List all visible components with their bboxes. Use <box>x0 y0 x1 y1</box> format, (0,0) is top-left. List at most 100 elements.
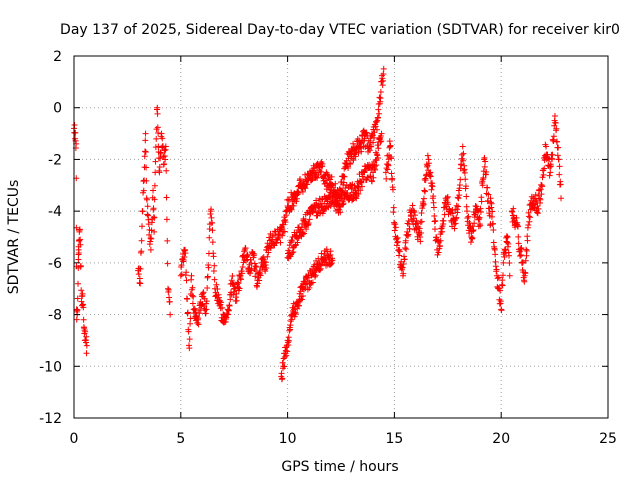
data-point <box>154 124 161 131</box>
data-point <box>480 174 487 181</box>
data-point <box>347 161 354 168</box>
data-point <box>251 260 258 267</box>
data-point <box>517 252 524 259</box>
data-point <box>483 168 490 175</box>
y-tick-label: 0 <box>53 101 62 117</box>
data-point <box>312 273 319 280</box>
data-point <box>342 185 349 192</box>
data-point <box>514 223 521 230</box>
data-point <box>555 156 562 163</box>
data-point <box>391 227 398 234</box>
data-point <box>399 264 406 271</box>
data-point <box>186 336 193 343</box>
data-point <box>233 297 240 304</box>
data-point <box>299 292 306 299</box>
data-point <box>136 265 143 272</box>
data-point <box>467 239 474 246</box>
data-point <box>506 272 513 279</box>
data-point <box>297 176 304 183</box>
data-point <box>485 191 492 198</box>
data-point <box>157 155 164 162</box>
data-point <box>277 239 284 246</box>
data-point <box>549 151 556 158</box>
data-point <box>142 130 149 137</box>
data-point <box>295 302 302 309</box>
data-point <box>318 250 325 257</box>
data-point <box>281 363 288 370</box>
data-point <box>148 235 155 242</box>
data-point <box>493 266 500 273</box>
data-point <box>285 342 292 349</box>
data-point <box>159 135 166 142</box>
data-point <box>183 269 190 276</box>
data-point <box>178 262 185 269</box>
data-point <box>214 285 221 292</box>
data-point <box>543 143 550 150</box>
data-point <box>535 205 542 212</box>
data-point <box>138 237 145 244</box>
data-point <box>256 277 263 284</box>
data-point <box>144 203 151 210</box>
data-point <box>74 295 81 302</box>
data-point <box>393 235 400 242</box>
data-point <box>80 316 87 323</box>
data-point <box>487 199 494 206</box>
data-point <box>163 216 170 223</box>
data-point <box>162 156 169 163</box>
data-point <box>79 290 86 297</box>
data-point <box>340 173 347 180</box>
data-point <box>154 110 161 117</box>
data-point <box>534 209 541 216</box>
data-point <box>505 240 512 247</box>
data-point <box>241 248 248 255</box>
y-tick-label: -12 <box>39 411 62 427</box>
data-point <box>290 202 297 209</box>
data-point <box>340 200 347 207</box>
data-point <box>488 200 495 207</box>
data-point <box>257 272 264 279</box>
data-point <box>451 225 458 232</box>
data-point <box>75 280 82 287</box>
data-point <box>373 126 380 133</box>
data-point <box>356 145 363 152</box>
data-point <box>384 166 391 173</box>
data-point <box>388 170 395 177</box>
data-point <box>474 207 481 214</box>
data-point <box>465 213 472 220</box>
axis-ticks <box>73 55 609 419</box>
data-point <box>142 148 149 155</box>
data-point <box>422 188 429 195</box>
data-point <box>425 160 432 167</box>
data-point <box>366 147 373 154</box>
data-point <box>318 168 325 175</box>
data-point <box>378 78 385 85</box>
data-point <box>242 245 249 252</box>
data-point <box>522 270 529 277</box>
y-axis-title: SDTVAR / TECUs <box>6 180 22 295</box>
data-point <box>510 205 517 212</box>
data-point <box>383 175 390 182</box>
data-point <box>158 130 165 137</box>
data-point <box>418 229 425 236</box>
data-point <box>192 309 199 316</box>
data-point <box>367 173 374 180</box>
data-point <box>189 284 196 291</box>
data-point <box>503 233 510 240</box>
data-point <box>313 197 320 204</box>
data-point <box>551 113 558 120</box>
data-point <box>137 265 144 272</box>
data-point <box>455 203 462 210</box>
data-point <box>82 328 89 335</box>
data-point <box>166 298 173 305</box>
data-point <box>189 292 196 299</box>
data-point <box>337 209 344 216</box>
data-point <box>546 172 553 179</box>
data-point <box>389 175 396 182</box>
data-point <box>533 197 540 204</box>
data-point <box>299 285 306 292</box>
data-point <box>432 217 439 224</box>
data-point <box>535 192 542 199</box>
data-point <box>400 260 407 267</box>
data-point <box>288 238 295 245</box>
data-point <box>287 318 294 325</box>
